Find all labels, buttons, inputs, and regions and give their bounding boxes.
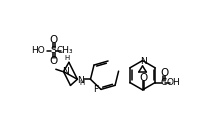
Text: CH₃: CH₃ (56, 46, 73, 55)
Text: C: C (161, 78, 167, 87)
Text: O: O (160, 68, 168, 78)
Text: H: H (65, 55, 70, 61)
Text: OH: OH (167, 78, 181, 87)
Text: HO: HO (31, 46, 45, 55)
Text: S: S (50, 46, 56, 55)
Text: O: O (50, 56, 58, 66)
Text: N: N (140, 57, 147, 66)
Text: N: N (77, 75, 84, 85)
Text: H: H (79, 80, 85, 86)
Text: N: N (62, 67, 68, 76)
Text: O: O (139, 73, 147, 83)
Text: F: F (93, 85, 98, 94)
Text: O: O (50, 35, 58, 45)
